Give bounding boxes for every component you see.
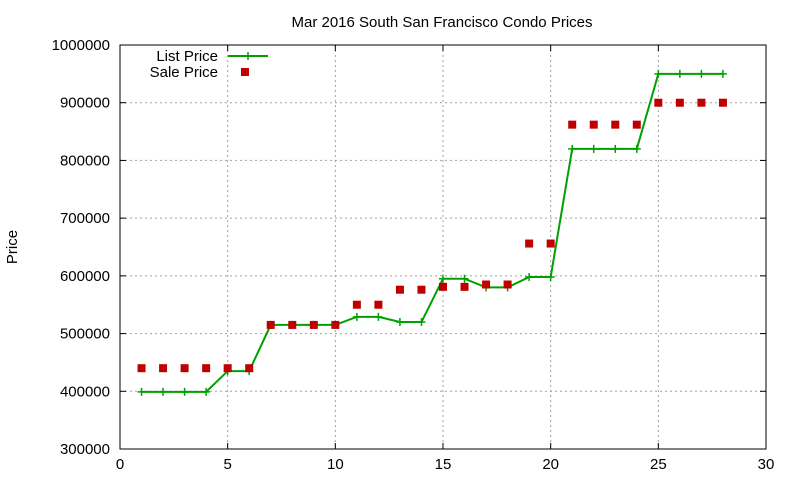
sale-price-point bbox=[309, 320, 318, 329]
legend: List Price Sale Price bbox=[150, 48, 268, 81]
sale-price-point bbox=[654, 98, 663, 107]
sale-price-point bbox=[202, 364, 211, 373]
sale-price-point bbox=[352, 300, 361, 309]
sale-price-point bbox=[546, 239, 555, 248]
y-tick-label: 1000000 bbox=[52, 37, 110, 54]
list-price-line bbox=[141, 72, 723, 393]
list-price-point bbox=[352, 312, 361, 321]
y-tick-labels: 300000 400000 500000 600000 700000 800000 9000… bbox=[52, 37, 110, 458]
list-price-point bbox=[137, 387, 146, 396]
sale-price-point bbox=[503, 280, 512, 289]
x-tick-label: 5 bbox=[223, 456, 231, 473]
list-price-point bbox=[654, 69, 663, 78]
y-tick-label: 800000 bbox=[60, 152, 110, 169]
x-tick-label: 0 bbox=[116, 456, 124, 473]
sale-price-point bbox=[180, 364, 189, 373]
x-tick-label: 25 bbox=[650, 456, 667, 473]
list-price-point bbox=[568, 144, 577, 153]
list-price-point bbox=[395, 318, 404, 327]
list-price-point bbox=[589, 144, 598, 153]
sale-price-point bbox=[245, 364, 254, 373]
legend-marker-sale-price bbox=[241, 68, 249, 76]
y-tick-label: 700000 bbox=[60, 210, 110, 227]
legend-marker-list-price bbox=[244, 52, 252, 60]
list-price-point bbox=[718, 69, 727, 78]
sale-price-point bbox=[159, 364, 168, 373]
list-price-point bbox=[525, 273, 534, 282]
sale-price-point bbox=[288, 320, 297, 329]
sale-price-point bbox=[611, 120, 620, 129]
list-price-point bbox=[439, 274, 447, 283]
sale-price-point bbox=[417, 285, 426, 294]
list-price-point bbox=[180, 387, 189, 396]
series-sale-price bbox=[137, 98, 727, 373]
sale-price-point bbox=[697, 98, 706, 107]
sale-price-point bbox=[589, 120, 598, 129]
sale-price-point bbox=[374, 300, 383, 309]
list-price-point bbox=[546, 273, 555, 282]
sale-price-point bbox=[439, 282, 447, 291]
list-price-point bbox=[374, 312, 383, 321]
chart-title: Mar 2016 South San Francisco Condo Price… bbox=[292, 14, 593, 31]
y-tick-label: 400000 bbox=[60, 383, 110, 400]
sale-price-point bbox=[395, 285, 404, 294]
sale-price-point bbox=[632, 120, 641, 129]
y-tick-label: 300000 bbox=[60, 441, 110, 458]
sale-price-point bbox=[525, 239, 534, 248]
x-tick-label: 20 bbox=[542, 456, 559, 473]
list-price-point bbox=[159, 387, 168, 396]
x-tick-label: 10 bbox=[327, 456, 344, 473]
y-tick-label: 500000 bbox=[60, 326, 110, 343]
x-tick-label: 30 bbox=[758, 456, 775, 473]
list-price-point bbox=[460, 274, 469, 283]
sale-price-point bbox=[675, 98, 684, 107]
sale-price-point bbox=[718, 98, 727, 107]
x-tick-label: 15 bbox=[435, 456, 452, 473]
sale-price-point bbox=[137, 364, 146, 373]
list-price-point bbox=[632, 144, 641, 153]
series-list-price bbox=[137, 69, 727, 396]
list-price-point bbox=[611, 144, 620, 153]
sale-price-point bbox=[266, 320, 275, 329]
legend-label-sale-price: Sale Price bbox=[150, 64, 218, 81]
sale-price-point bbox=[223, 364, 232, 373]
y-tick-label: 900000 bbox=[60, 95, 110, 112]
sale-price-point bbox=[460, 282, 469, 291]
plot-frame bbox=[119, 44, 767, 450]
list-price-point bbox=[675, 69, 684, 78]
sale-price-point bbox=[568, 120, 577, 129]
list-price-point bbox=[202, 387, 211, 396]
list-price-point bbox=[417, 318, 426, 327]
y-axis-label: Price bbox=[4, 230, 21, 264]
grid bbox=[120, 45, 766, 449]
list-price-point bbox=[697, 69, 706, 78]
sale-price-point bbox=[331, 320, 340, 329]
y-tick-label: 600000 bbox=[60, 268, 110, 285]
legend-label-list-price: List Price bbox=[156, 48, 218, 65]
sale-price-point bbox=[482, 280, 491, 289]
x-tick-labels: 0 5 10 15 20 25 30 bbox=[116, 456, 775, 473]
